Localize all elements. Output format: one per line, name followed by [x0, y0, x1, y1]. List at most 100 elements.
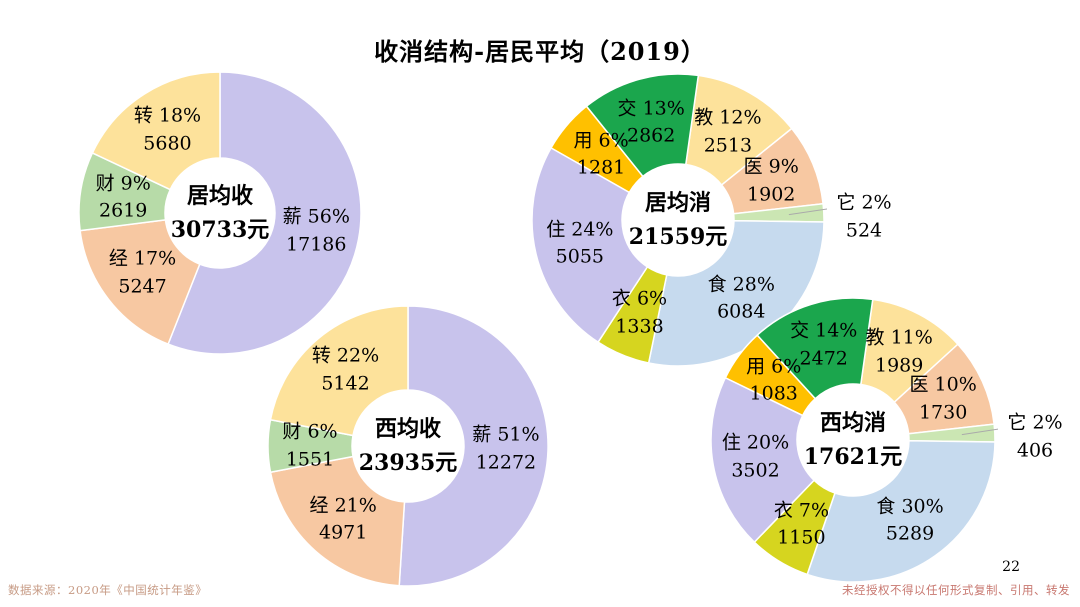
slice-label-value: 2513: [703, 134, 753, 157]
slice-label-value: 1902: [747, 183, 796, 206]
slice-label-医: 医 10% 1730: [910, 372, 977, 427]
slice-label-percent: 食 28%: [707, 273, 775, 296]
donut-center-label: 西均消 17621元: [804, 406, 903, 474]
slice-label-value: 6084: [717, 300, 766, 323]
slice-label-percent: 它 2%: [836, 191, 892, 214]
slice-label-percent: 教 11%: [865, 326, 933, 349]
donut-rings: [78, 71, 362, 355]
slice-label-用: 用 6% 1083: [746, 353, 801, 408]
page-number: 22: [1002, 559, 1020, 575]
pie-slice-交: [756, 297, 874, 400]
pie-slice-住: [531, 147, 649, 343]
slice-label-percent: 经 21%: [309, 493, 377, 516]
slice-label-percent: 它 2%: [1007, 411, 1063, 434]
donut-chart-west-avg-consumption: 西均消 17621元 教 11% 1989 医 10% 1730 它 2% 406 食 30…: [708, 295, 1063, 585]
slice-label-用: 用 6% 1281: [573, 127, 628, 182]
slice-label-percent: 薪 51%: [472, 423, 540, 446]
donut-center-name: 西均消: [819, 409, 887, 436]
donut-rings: [710, 297, 998, 583]
donut-chart-resident-avg-consumption: 居均消 21559元 教 12% 2513 医 9% 1902 它 2% 524 食 28%…: [529, 71, 892, 369]
slice-label-住: 住 24% 5055: [546, 216, 613, 271]
slice-label-percent: 衣 7%: [773, 498, 829, 521]
donut-center-total: 23935元: [358, 450, 458, 476]
slice-label-value: 5142: [321, 372, 370, 395]
pie-slice-转: [91, 71, 221, 191]
slice-label-经: 经 21% 4971: [310, 492, 377, 547]
slice-label-percent: 用 6%: [746, 355, 802, 378]
slice-label-percent: 住 24%: [546, 218, 614, 241]
slice-label-转: 转 18% 5680: [134, 103, 201, 158]
slice-label-percent: 交 13%: [617, 97, 685, 120]
pie-slice-食: [806, 440, 996, 583]
slice-label-value: 2472: [799, 347, 848, 370]
pie-slice-转: [269, 305, 409, 437]
slice-label-percent: 食 30%: [876, 495, 944, 518]
donut-center-total: 17621元: [803, 444, 903, 470]
donut-chart-west-avg-income: 西均收 23935元 薪 51% 12272 经 21% 4971 财 6% 1551 转 …: [265, 303, 551, 589]
slice-label-percent: 转 18%: [133, 104, 202, 127]
donut-center-label: 居均消 21559元: [629, 186, 728, 254]
slice-label-value: 5055: [555, 245, 604, 268]
donut-center-total: 30733元: [170, 217, 270, 243]
slice-label-value: 406: [1016, 439, 1054, 461]
donut-center-name: 居均消: [644, 189, 712, 216]
slice-label-食: 食 28% 6084: [708, 271, 775, 326]
slice-label-value: 1083: [749, 382, 798, 405]
data-source-note: 数据来源：2020年《中国统计年鉴》: [8, 583, 208, 597]
donut-rings: [531, 73, 827, 367]
pie-slice-薪: [167, 71, 362, 355]
pie-slice-薪: [398, 305, 549, 587]
slice-label-财: 财 6% 1551: [282, 418, 337, 473]
slice-label-衣: 衣 6% 1338: [612, 286, 667, 341]
slice-label-value: 5247: [118, 275, 167, 298]
slice-label-食: 食 30% 5289: [876, 493, 943, 548]
slice-label-医: 医 9% 1902: [744, 154, 799, 209]
leader-line: [788, 208, 827, 216]
slice-label-percent: 衣 6%: [611, 287, 668, 310]
slice-label-value: 1281: [576, 156, 626, 179]
slice-label-percent: 住 20%: [721, 431, 790, 454]
slice-label-percent: 经 17%: [108, 247, 177, 270]
slice-label-value: 1551: [285, 448, 335, 470]
slice-label-value: 1989: [874, 354, 924, 377]
slice-label-value: 4971: [319, 521, 368, 544]
slice-label-percent: 医 9%: [743, 155, 799, 178]
slice-label-percent: 用 6%: [573, 128, 629, 151]
donut-chart-resident-avg-income: 居均收 30733元 薪 56% 17186 经 17% 5247 财 9% 2619 转 …: [76, 69, 364, 357]
copyright-note: 未经授权不得以任何形式复制、引用、转发: [842, 583, 1070, 597]
slice-label-value: 17186: [286, 233, 347, 256]
pie-slice-住: [710, 377, 815, 543]
pie-slice-交: [585, 73, 700, 178]
slice-label-percent: 教 12%: [694, 106, 762, 129]
slice-label-交: 交 14% 2472: [790, 318, 857, 373]
slice-label-value: 2862: [626, 124, 676, 147]
slice-label-教: 教 12% 2513: [694, 105, 761, 160]
slice-label-value: 12272: [475, 451, 537, 474]
donut-center-label: 西均收 23935元: [359, 412, 458, 480]
slice-label-value: 1150: [777, 526, 826, 549]
donut-center-name: 居均收: [186, 182, 254, 209]
pie-slice-经: [79, 219, 201, 345]
slice-label-value: 524: [845, 219, 883, 241]
slice-label-财: 财 9% 2619: [96, 170, 151, 225]
slice-label-value: 1730: [918, 401, 968, 424]
slice-label-转: 转 22% 5142: [312, 343, 379, 398]
donut-center-name: 西均收: [374, 415, 442, 442]
slice-label-percent: 交 14%: [790, 319, 858, 342]
slice-label-percent: 转 22%: [311, 344, 380, 367]
slice-label-value: 5680: [143, 132, 192, 155]
slice-label-薪: 薪 56% 17186: [283, 204, 350, 259]
donut-center-label: 居均收 30733元: [171, 179, 270, 247]
slice-label-value: 3502: [731, 459, 780, 482]
slice-label-percent: 医 10%: [909, 373, 977, 396]
slice-label-交: 交 13% 2862: [618, 95, 685, 150]
slice-label-它: 它 2% 406: [1007, 409, 1062, 464]
slice-label-value: 2619: [99, 199, 148, 222]
pie-slice-经: [269, 455, 406, 587]
leader-line: [961, 428, 998, 436]
slice-label-它: 它 2% 524: [836, 189, 891, 244]
slice-label-percent: 薪 56%: [282, 205, 350, 228]
slice-label-percent: 财 9%: [95, 172, 151, 195]
slice-label-经: 经 17% 5247: [109, 246, 176, 301]
donut-rings: [267, 305, 549, 587]
